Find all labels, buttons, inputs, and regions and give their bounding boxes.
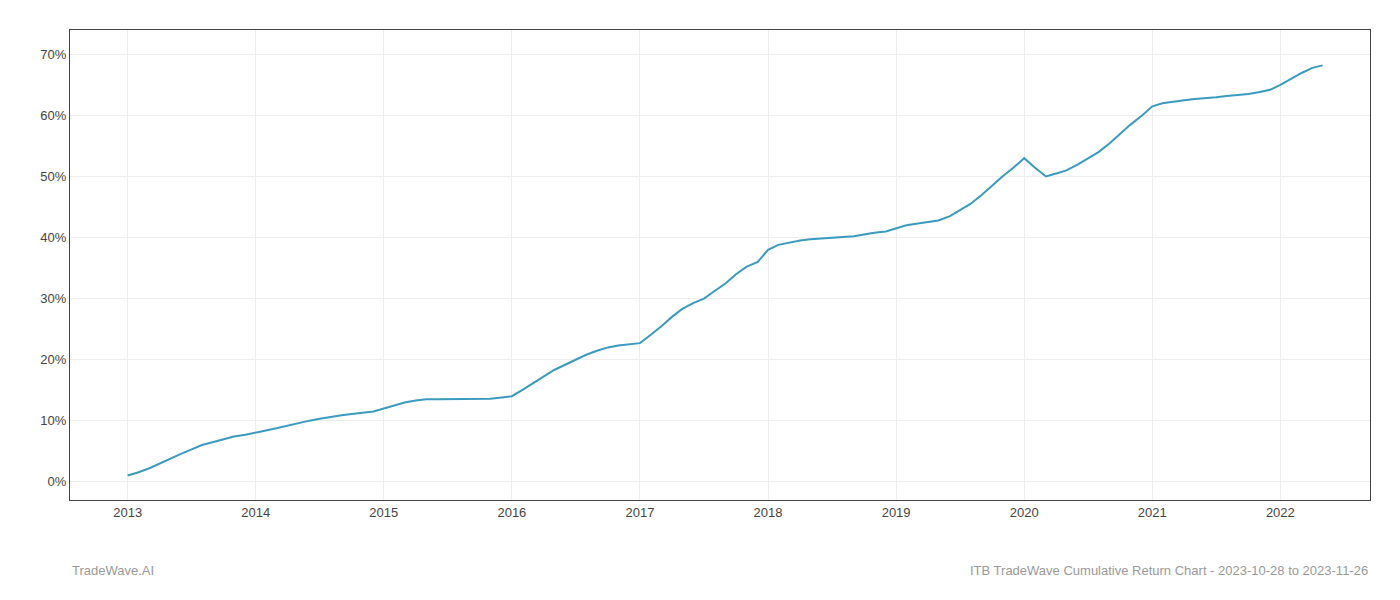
svg-text:2015: 2015 xyxy=(369,505,398,520)
svg-text:2022: 2022 xyxy=(1266,505,1295,520)
svg-text:TradeWave.AI: TradeWave.AI xyxy=(72,563,154,578)
svg-text:20%: 20% xyxy=(40,352,66,367)
svg-text:2018: 2018 xyxy=(754,505,783,520)
svg-text:60%: 60% xyxy=(40,108,66,123)
svg-text:70%: 70% xyxy=(40,47,66,62)
svg-text:2013: 2013 xyxy=(113,505,142,520)
svg-text:2014: 2014 xyxy=(241,505,270,520)
svg-text:2020: 2020 xyxy=(1010,505,1039,520)
svg-text:30%: 30% xyxy=(40,291,66,306)
svg-text:ITB TradeWave Cumulative Retur: ITB TradeWave Cumulative Return Chart - … xyxy=(970,563,1368,578)
svg-text:2019: 2019 xyxy=(882,505,911,520)
svg-text:50%: 50% xyxy=(40,169,66,184)
svg-text:0%: 0% xyxy=(48,474,67,489)
svg-text:40%: 40% xyxy=(40,230,66,245)
svg-text:10%: 10% xyxy=(40,413,66,428)
svg-text:2017: 2017 xyxy=(625,505,654,520)
svg-text:2021: 2021 xyxy=(1138,505,1167,520)
svg-text:2016: 2016 xyxy=(497,505,526,520)
